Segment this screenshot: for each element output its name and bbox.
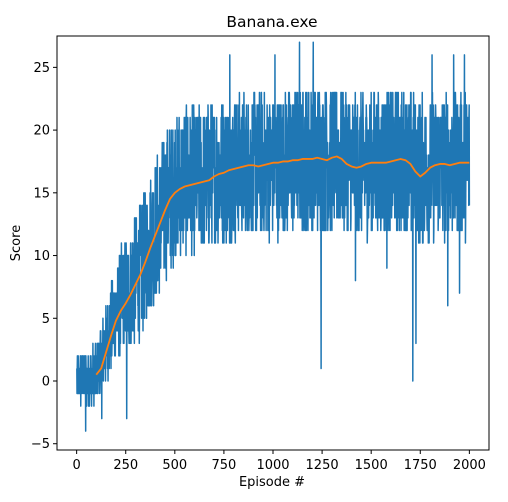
x-tick-label: 1500: [355, 458, 388, 473]
x-axis-label: Episode #: [239, 475, 305, 490]
y-tick-label: 25: [33, 61, 50, 76]
chart-title: Banana.exe: [226, 13, 317, 31]
x-tick-label: 1250: [306, 458, 339, 473]
x-tick-label: 500: [162, 458, 187, 473]
x-tick-label: 0: [72, 458, 80, 473]
y-tick-label: 15: [33, 186, 50, 201]
x-axis: 0 250 500 750 1000 1250 1500 1750 2000: [72, 450, 486, 473]
y-axis-label: Score: [9, 225, 24, 261]
y-tick-label: −5: [31, 437, 50, 452]
x-tick-label: 2000: [453, 458, 486, 473]
y-tick-label: 5: [42, 312, 50, 327]
y-tick-label: 10: [33, 249, 50, 264]
series-line-score: [76, 41, 471, 432]
series-line-average: [95, 155, 470, 376]
y-tick-label: 20: [33, 124, 50, 139]
y-tick-label: 0: [42, 375, 50, 390]
series-layer: [76, 41, 471, 432]
x-tick-label: 1750: [404, 458, 437, 473]
x-tick-label: 1000: [256, 458, 289, 473]
x-tick-label: 250: [113, 458, 138, 473]
x-tick-label: 750: [211, 458, 236, 473]
y-axis: −5 0 5 10 15 20 25: [31, 61, 57, 452]
